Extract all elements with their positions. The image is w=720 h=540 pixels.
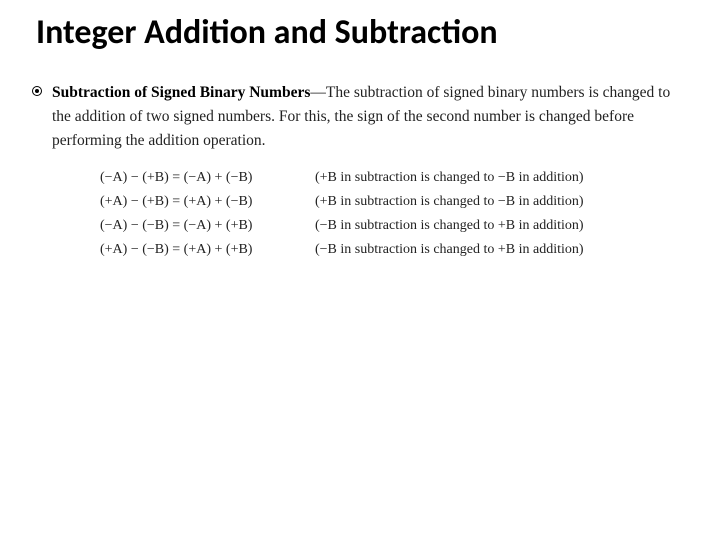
equation: (+A) − (−B) = (+A) + (+B): [100, 239, 315, 260]
equation-list: (−A) − (+B) = (−A) + (−B) (+B in subtrac…: [100, 167, 692, 260]
bullet-row: Subtraction of Signed Binary Numbers—The…: [32, 81, 692, 153]
equation-note: (+B in subtraction is changed to −B in a…: [315, 167, 692, 188]
section-term: Subtraction of Signed Binary Numbers: [52, 84, 310, 101]
equation: (−A) − (−B) = (−A) + (+B): [100, 215, 315, 236]
equation: (+A) − (+B) = (+A) + (−B): [100, 191, 315, 212]
page-title: Integer Addition and Subtraction: [36, 12, 692, 53]
slide: Integer Addition and Subtraction Subtrac…: [0, 0, 720, 260]
bullet-icon: [32, 86, 42, 96]
section-paragraph: Subtraction of Signed Binary Numbers—The…: [52, 81, 692, 153]
equation-note: (+B in subtraction is changed to −B in a…: [315, 191, 692, 212]
equation-note: (−B in subtraction is changed to +B in a…: [315, 239, 692, 260]
equation: (−A) − (+B) = (−A) + (−B): [100, 167, 315, 188]
content-block: Subtraction of Signed Binary Numbers—The…: [28, 81, 692, 260]
equation-note: (−B in subtraction is changed to +B in a…: [315, 215, 692, 236]
